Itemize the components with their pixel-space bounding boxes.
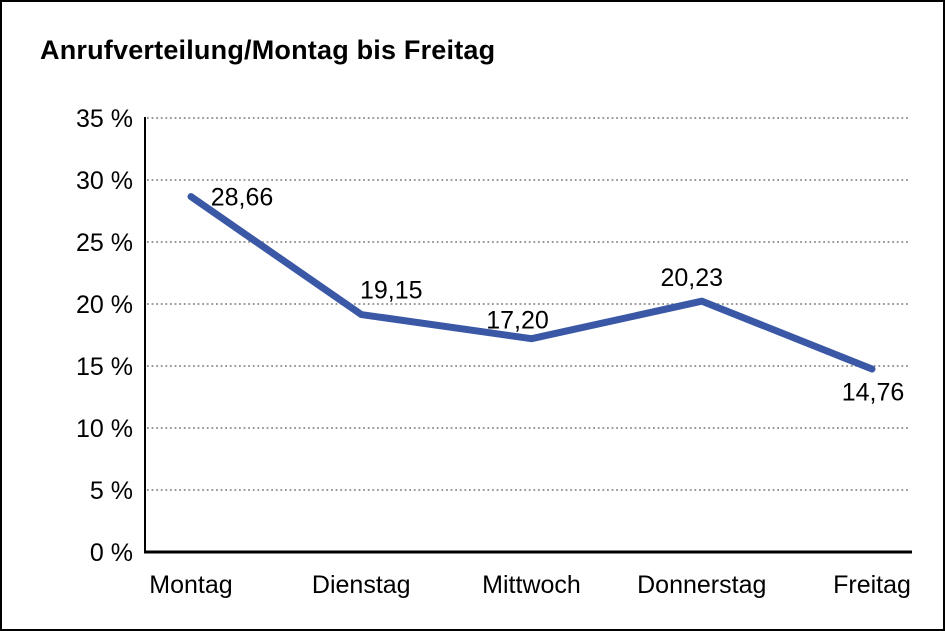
y-tick-label: 25 %: [76, 229, 133, 257]
x-category-label: Donnerstag: [637, 571, 766, 599]
data-series-line: [187, 193, 876, 373]
data-point-label: 14,76: [842, 379, 905, 407]
data-point-label: 19,15: [360, 276, 423, 304]
data-point-label: 28,66: [211, 183, 274, 211]
y-tick-label: 5 %: [90, 477, 133, 505]
y-tick-label: 30 %: [76, 167, 133, 195]
x-category-label: Mittwoch: [482, 571, 581, 599]
y-tick-label: 10 %: [76, 415, 133, 443]
data-point-label: 20,23: [660, 264, 723, 292]
y-tick-label: 35 %: [76, 105, 133, 133]
chart-title: Anrufverteilung/Montag bis Freitag: [40, 35, 496, 65]
x-category-label: Freitag: [833, 571, 911, 599]
y-tick-label: 15 %: [76, 353, 133, 381]
data-point-label: 17,20: [486, 306, 549, 334]
x-category-label: Dienstag: [312, 571, 411, 599]
y-tick-label: 0 %: [90, 539, 133, 567]
y-tick-label: 20 %: [76, 291, 133, 319]
x-category-label: Montag: [149, 571, 232, 599]
